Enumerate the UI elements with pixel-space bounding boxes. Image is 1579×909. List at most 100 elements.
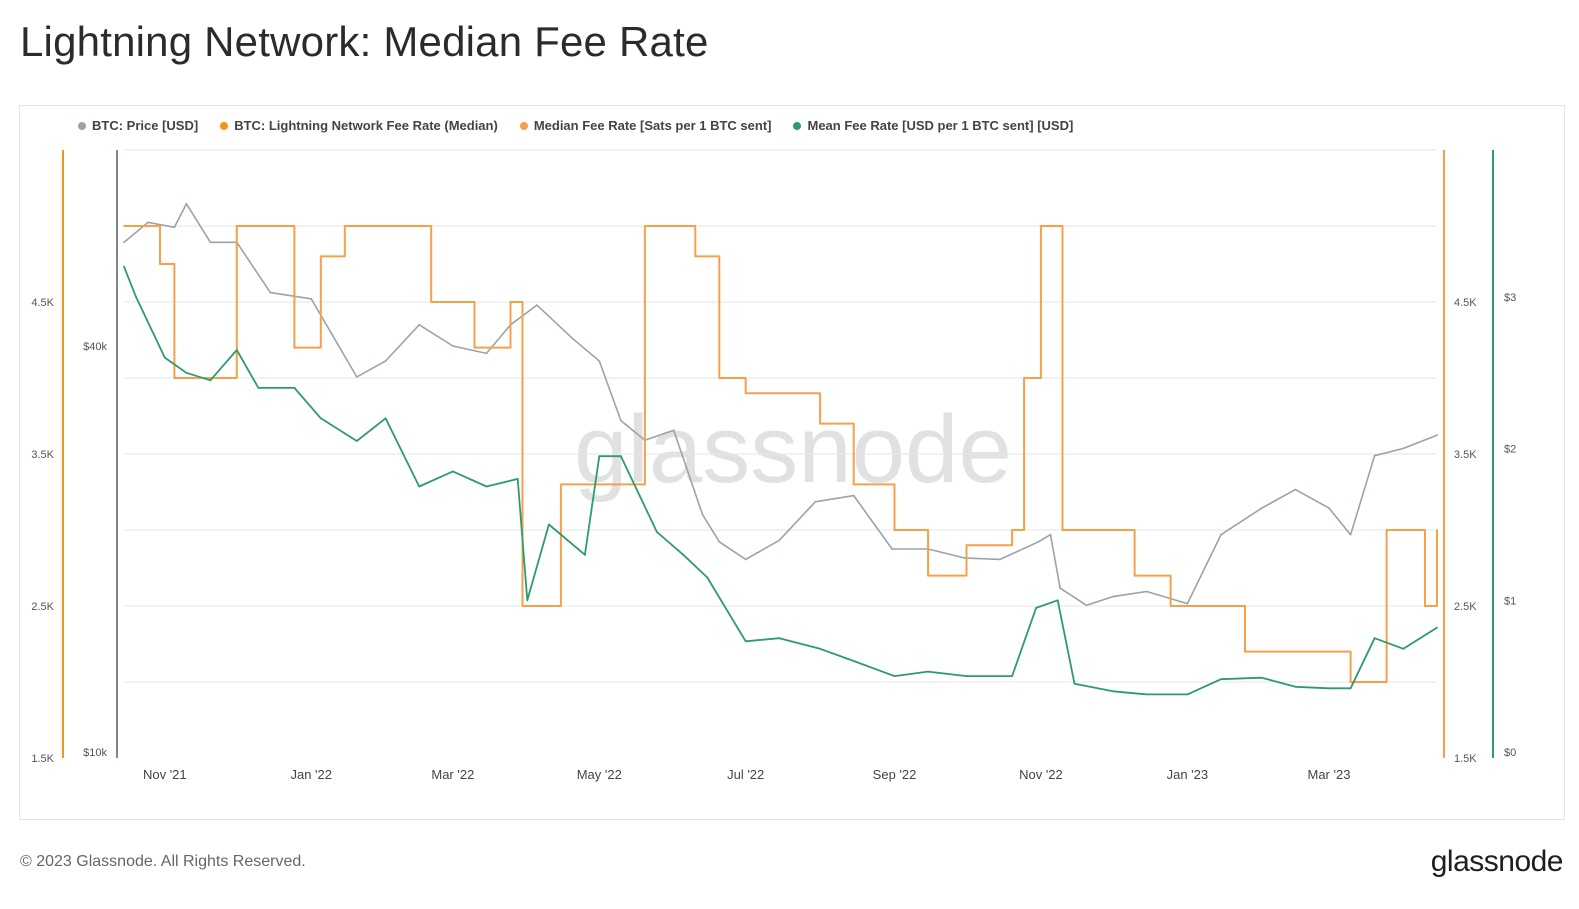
series-median-fee-sats-point-37 [1244,650,1246,653]
series-median-fee-sats-point-15 [560,483,562,486]
series-median-fee-sats-point-22 [778,392,781,395]
right-sats-tick-3: 4.5K [1454,297,1477,309]
series-median-fee-sats-point-39 [1318,650,1321,653]
series-median-fee-sats-point-6 [293,346,296,349]
series-btc-price-point-4 [209,241,212,244]
series-btc-price-point-21 [718,540,721,543]
series-btc-price-point-9 [384,360,387,362]
series-median-fee-sats-point-33 [1097,529,1100,531]
series-mean-fee-usd-point-37 [1220,678,1222,681]
series-mean-fee-usd-point-7 [293,387,296,389]
series-btc-price-point-30 [1037,540,1040,543]
series-btc-price-point-14 [536,304,538,306]
series-btc-price-point-34 [1112,595,1114,598]
left-sats-tick-0: 1.5K [31,753,54,765]
series-btc-price-point-3 [185,202,188,205]
series-mean-fee-usd-point-8 [319,417,322,420]
series-mean-fee-usd-point-3 [185,371,188,374]
series-median-fee-sats-point-27 [965,544,968,547]
legend-label-price: BTC: Price [USD] [92,118,199,133]
series-mean-fee-usd-point-32 [1056,599,1059,602]
series-mean-fee-usd-point-0 [123,265,125,268]
series-median-fee-sats-point-21 [744,392,747,395]
x-tick-7: Jan '23 [1167,767,1209,782]
series-median-fee-sats-point-43 [1424,605,1426,607]
series-mean-fee-usd-point-26 [852,660,855,662]
copyright-footer: © 2023 Glassnode. All Rights Reserved. [20,853,306,870]
series-mean-fee-usd-point-44 [1436,626,1438,629]
series-btc-price-point-38 [1260,507,1263,509]
x-tick-4: Jul '22 [727,767,764,782]
legend-item-fee-median[interactable]: BTC: Lightning Network Fee Rate (Median) [220,118,498,133]
series-btc-price-point-6 [269,291,272,294]
series-median-fee-sats-point-41 [1361,681,1364,683]
legend-item-price[interactable]: BTC: Price [USD] [78,118,198,133]
axes: 1.5K 2.5K 3.5K 4.5K 1.5K 2.5K 3.5K 4.5K $0 $1 $2 $3… [31,150,1516,782]
series-btc-price-point-1 [147,221,149,224]
series-median-fee-sats-point-30 [1040,225,1042,227]
series-median-fee-sats-point-16 [572,483,574,486]
series-btc-price-point-41 [1349,533,1352,536]
legend-item-mean-fee[interactable]: Mean Fee Rate [USD per 1 BTC sent] [USD] [793,118,1073,133]
series-group [123,202,1438,696]
series-btc-price-point-37 [1220,533,1222,536]
right-usd-tick-3: $3 [1504,292,1516,304]
series-median-fee-sats-point-25 [893,529,896,531]
series-mean-fee-usd-point-14 [516,478,519,480]
brand-logo[interactable]: glassnode [1430,845,1564,878]
series-median-fee-sats-point-19 [694,255,697,258]
series-mean-fee-usd-point-2 [163,356,166,359]
series-btc-price-point-15 [572,337,574,340]
series-mean-fee-usd-point-11 [418,485,421,488]
series-mean-fee-usd-point-40 [1328,687,1330,690]
series-btc-price-point-2 [173,226,176,229]
series-btc-price-point-44 [1436,434,1438,437]
series-btc-price-point-32 [1059,587,1061,589]
series-mean-fee-usd-point-27 [893,675,896,677]
legend-dot-fee-sats [519,121,528,130]
x-tick-6: Nov '22 [1019,767,1063,782]
series-mean-fee-usd-point-43 [1402,647,1405,650]
series-btc-price-point-20 [701,513,704,516]
series-btc-price-point-8 [355,376,358,378]
series-mean-fee-usd-point-34 [1112,690,1114,693]
series-median-fee-sats-point-4 [235,225,238,227]
right-sats-tick-0: 1.5K [1454,753,1477,765]
series-mean-fee-usd-point-5 [235,349,238,351]
series-median-fee-sats-point-18 [668,225,670,227]
series-mean-fee-usd-point-25 [819,647,821,650]
series-mean-fee-usd-point-39 [1294,685,1297,688]
series-median-fee-sats-point-44 [1436,529,1438,531]
legend-dot-price [78,121,86,130]
series-btc-price-point-33 [1085,604,1088,607]
page-title: Lightning Network: Median Fee Rate [20,18,709,65]
series-median-fee-sats-point-32 [1061,529,1064,531]
series-mean-fee-usd-point-4 [209,379,212,382]
x-tick-1: Jan '22 [290,767,332,782]
series-mean-fee-usd-point-21 [682,553,685,556]
left-sats-tick-3: 4.5K [31,297,54,309]
series-btc-price-point-29 [999,558,1001,561]
series-btc-price-point-26 [891,548,893,550]
series-mean-fee-usd-point-36 [1186,693,1189,696]
series-mean-fee-usd-point-30 [1011,675,1013,677]
series-btc-price-point-39 [1294,488,1297,491]
series-median-fee-sats-point-36 [1208,605,1210,607]
series-mean-fee-usd-point-17 [584,553,586,556]
series-median-fee-sats-point-1 [159,263,161,265]
series-median-fee-sats-point-11 [452,301,454,303]
series-mean-fee-usd-point-38 [1260,676,1263,679]
series-median-fee-sats-point-24 [852,483,855,486]
series-mean-fee-usd-point-18 [598,455,601,458]
series-mean-fee-usd-point-31 [1035,607,1037,609]
series-median-fee-sats-point-2 [173,377,176,379]
series-btc-price-point-23 [778,539,781,542]
series-mean-fee-usd-point-6 [257,387,260,389]
series-btc-price-point-19 [672,429,675,432]
series-mean-fee-usd-point-19 [620,455,622,458]
legend-item-fee-sats[interactable]: Median Fee Rate [Sats per 1 BTC sent] [519,118,771,133]
right-sats-tick-2: 3.5K [1454,449,1477,461]
right-usd-tick-1: $1 [1504,595,1516,607]
series-mean-fee-usd-point-33 [1073,682,1076,685]
series-mean-fee-usd-point-10 [384,417,387,420]
